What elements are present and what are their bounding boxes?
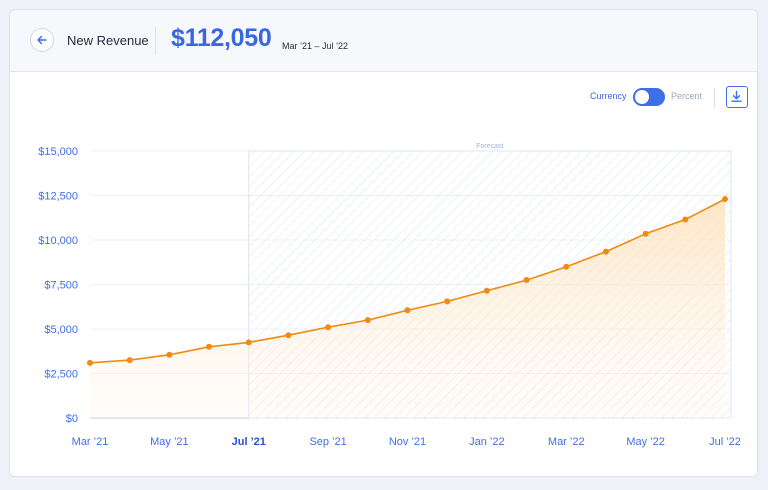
revenue-line-chart: Forecast $0 $2,500 $5,000 $7,500 $10,000 $12,…: [38, 143, 741, 448]
x-tick-label: May ’22: [626, 436, 665, 448]
data-point: [364, 317, 371, 324]
data-point: [563, 263, 570, 270]
y-axis-ticks: $0 $2,500 $5,000 $7,500 $10,000 $12,500 $15,00…: [38, 146, 78, 425]
data-point: [642, 230, 649, 237]
y-tick-label: $12,500: [38, 191, 78, 203]
y-tick-label: $5,000: [44, 324, 78, 336]
data-point: [602, 248, 609, 255]
data-point: [166, 351, 173, 358]
series-area: [90, 199, 725, 418]
back-button[interactable]: [30, 28, 54, 52]
header-divider: [155, 27, 156, 55]
y-tick-label: $7,500: [44, 280, 78, 292]
x-tick-label: Mar ’22: [548, 436, 585, 448]
data-point: [285, 332, 292, 339]
page-title: New Revenue: [67, 33, 149, 48]
data-point: [325, 324, 332, 331]
data-point: [483, 287, 490, 294]
card-header: New Revenue $112,050 Mar ’21 – Jul ’22: [10, 10, 757, 72]
y-tick-label: $2,500: [44, 369, 78, 381]
x-tick-label: Jan ’22: [469, 436, 504, 448]
data-point: [206, 343, 213, 350]
toolbar-divider: [714, 88, 715, 108]
x-tick-label: Jul ’22: [709, 436, 741, 448]
revenue-card: New Revenue $112,050 Mar ’21 – Jul ’22 C…: [9, 9, 758, 477]
data-point: [444, 298, 451, 305]
series-points: [87, 196, 728, 366]
date-range: Mar ’21 – Jul ’22: [282, 41, 349, 51]
x-tick-label: Nov ’21: [389, 436, 426, 448]
data-point: [87, 359, 93, 366]
x-tick-label: Sep ’21: [309, 436, 346, 448]
data-point: [523, 277, 530, 284]
x-axis-ticks: Mar ’21 May ’21 Jul ’21 Sep ’21 Nov ’21 Jan ’…: [72, 436, 741, 448]
revenue-total: $112,050: [171, 24, 272, 52]
arrow-left-icon: [37, 35, 47, 45]
download-icon: [731, 90, 742, 102]
x-tick-label: Jul ’21: [232, 436, 266, 448]
y-tick-label: $0: [66, 413, 78, 425]
data-point: [126, 357, 133, 364]
y-tick-label: $10,000: [38, 235, 78, 247]
percent-label[interactable]: Percent: [671, 91, 703, 101]
data-point: [722, 196, 728, 203]
area-fill: [90, 199, 725, 418]
x-tick-label: May ’21: [150, 436, 189, 448]
data-point: [682, 216, 689, 223]
data-point: [404, 307, 411, 314]
x-tick-label: Mar ’21: [72, 436, 109, 448]
y-tick-label: $15,000: [38, 146, 78, 158]
data-point: [245, 339, 252, 346]
unit-toggle-switch[interactable]: [633, 88, 665, 106]
toggle-knob: [635, 90, 649, 104]
currency-label[interactable]: Currency: [590, 91, 627, 101]
forecast-label: Forecast: [476, 143, 503, 150]
download-button[interactable]: [726, 86, 748, 108]
